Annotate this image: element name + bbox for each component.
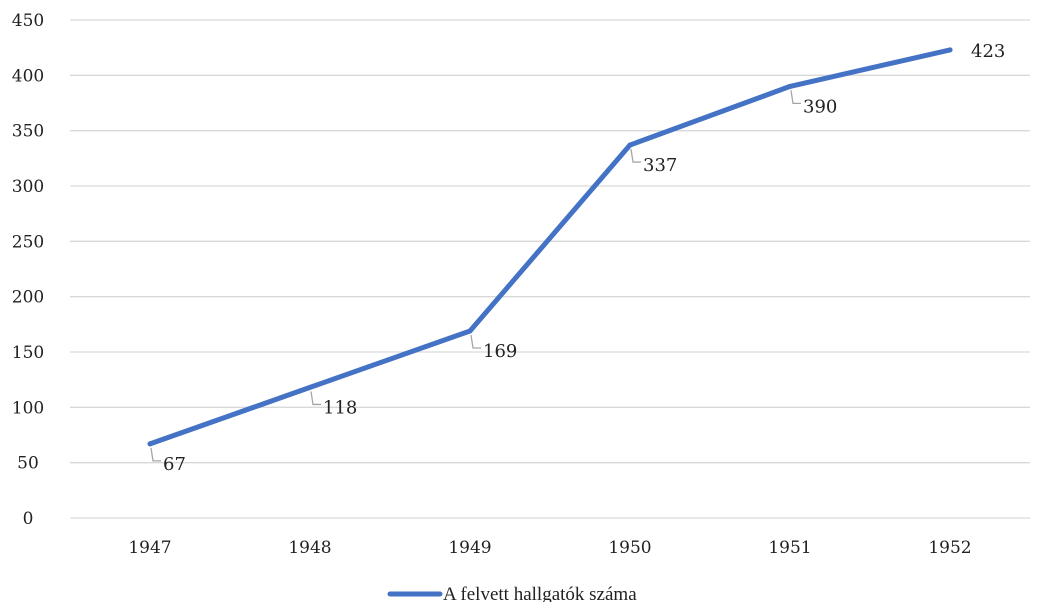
data-point [787, 83, 793, 89]
y-tick-label: 250 [12, 232, 44, 252]
data-label: 390 [803, 96, 837, 117]
data-point [307, 384, 313, 390]
data-label: 337 [643, 155, 677, 176]
legend: A felvett hallgatók száma [387, 584, 637, 602]
y-tick-label: 100 [12, 398, 44, 418]
data-label-leader [790, 90, 801, 105]
data-labels: 67 118 169 337 390 423 [150, 41, 1005, 475]
y-tick-label: 300 [12, 177, 44, 197]
y-tick-label: 0 [23, 509, 34, 529]
data-label: 67 [163, 454, 186, 475]
data-label-leader [310, 391, 321, 406]
data-label: 169 [483, 341, 517, 362]
data-point [467, 328, 473, 334]
data-point [147, 441, 153, 447]
data-point [627, 142, 633, 148]
gridlines [70, 19, 1030, 519]
y-tick-label: 50 [17, 454, 39, 474]
legend-label: A felvett hallgatók száma [443, 584, 637, 602]
y-tick-label: 150 [12, 343, 44, 363]
x-tick-label: 1947 [128, 538, 171, 558]
y-tick-label: 200 [12, 288, 44, 308]
y-tick-label: 350 [12, 122, 44, 142]
data-label: 118 [323, 397, 357, 418]
data-label-leader [630, 148, 641, 163]
x-tick-label: 1952 [928, 538, 971, 558]
data-label: 423 [971, 41, 1005, 62]
data-point [947, 47, 953, 53]
y-axis-tick-labels: 0 50 100 150 200 250 300 350 400 450 [12, 11, 44, 529]
y-tick-label: 450 [12, 11, 44, 31]
data-label-leader [150, 447, 161, 462]
x-tick-label: 1950 [608, 538, 651, 558]
x-tick-label: 1951 [768, 538, 811, 558]
x-axis-tick-labels: 1947 1948 1949 1950 1951 1952 [128, 538, 971, 558]
y-tick-label: 400 [12, 66, 44, 86]
series-line [147, 47, 953, 447]
x-tick-label: 1948 [288, 538, 331, 558]
data-label-leader [470, 334, 481, 349]
series-layer [147, 47, 953, 447]
x-tick-label: 1949 [448, 538, 491, 558]
